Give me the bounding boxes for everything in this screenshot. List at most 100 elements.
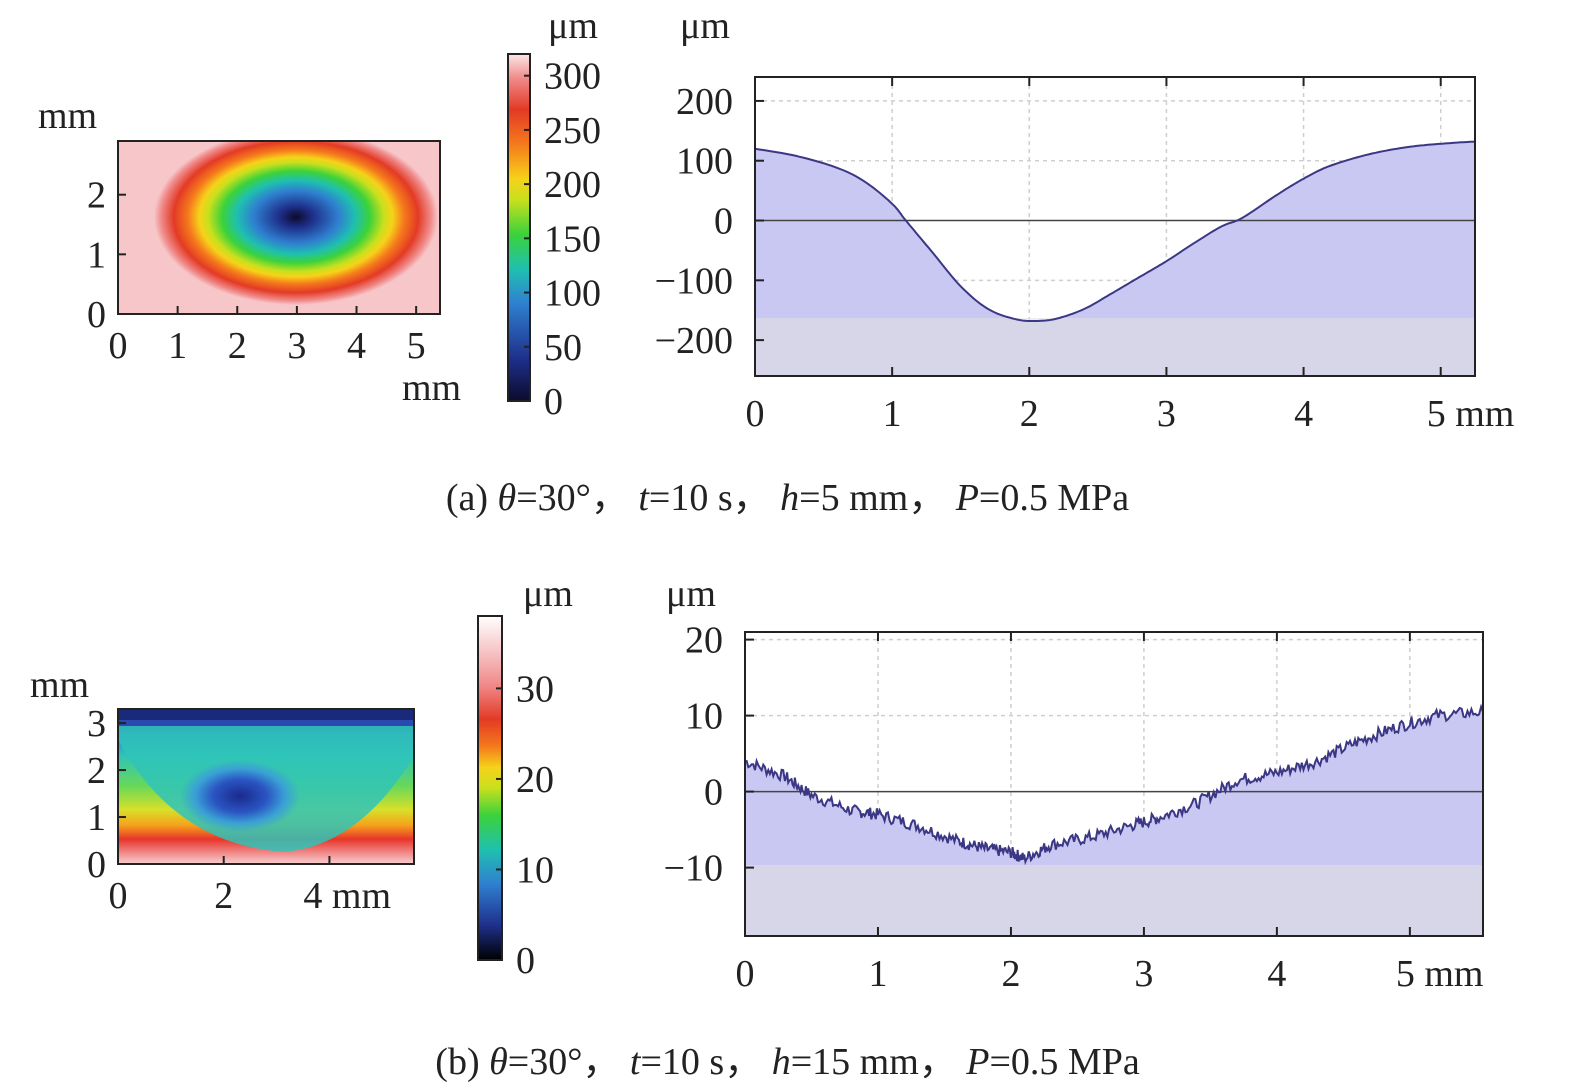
caption-b-theta: θ xyxy=(489,1041,508,1083)
profile-a-area xyxy=(755,141,1475,376)
heatmap-b-low-spot xyxy=(180,760,300,832)
heatmap-b-y-tick-label: 3 xyxy=(87,703,106,745)
profile-a-y-tick-label: 0 xyxy=(714,201,733,243)
colorbar-a xyxy=(507,53,531,402)
colorbar-a-tick-label: 150 xyxy=(544,218,601,260)
heatmap-a-y-tick-label: 2 xyxy=(87,175,106,217)
heatmap-b-y-tick-label: 0 xyxy=(87,844,106,886)
heatmap-b-y-unit: mm xyxy=(30,664,89,706)
colorbar-a-tick-label: 250 xyxy=(544,110,601,152)
caption-a-t: t xyxy=(638,477,649,519)
heatmap-a-x-tick-label: 3 xyxy=(287,325,306,367)
profile-a-y-tick-label: 200 xyxy=(676,81,733,123)
profile-b-y-unit: μm xyxy=(666,573,716,615)
caption-b-theta-val: =30°， xyxy=(507,1041,621,1083)
caption-b-t: t xyxy=(629,1041,641,1083)
heatmap-a-x-tick-label: 4 xyxy=(347,325,366,367)
heatmap-a-y-tick-label: 0 xyxy=(87,294,106,336)
profile-a-x-tick-label: 5 mm xyxy=(1427,393,1515,435)
colorbar-b-tick-label: 30 xyxy=(516,668,554,710)
heatmap-b-x-tick-label: 2 xyxy=(214,875,233,917)
profile-a-ticks: 0 1 2 3 4 5 mm 200 100 0 −100 −200 xyxy=(655,77,1515,435)
heatmap-a-x-tick-label: 1 xyxy=(168,325,187,367)
colorbar-a-tick-label: 0 xyxy=(544,381,563,423)
profile-b-x-tick-label: 1 xyxy=(868,953,887,995)
heatmap-a-x-tick-label: 5 xyxy=(407,325,426,367)
colorbar-b-unit: μm xyxy=(523,573,573,615)
caption-a-p: P xyxy=(955,477,979,519)
caption-b-h: h xyxy=(771,1041,791,1083)
profile-b-x-tick-label: 4 xyxy=(1267,953,1286,995)
colorbar-b xyxy=(477,615,503,961)
heatmap-b-x-tick-label: 0 xyxy=(109,875,128,917)
profile-a-y-tick-label: 100 xyxy=(676,141,733,183)
heatmap-b xyxy=(118,709,414,864)
heatmap-a-y-tick-label: 1 xyxy=(87,234,106,276)
caption-b: (b) θ=30°， t=10 s， h=15 mm， P=0.5 MPa xyxy=(0,1030,1575,1085)
profile-b-x-tick-label: 3 xyxy=(1134,953,1153,995)
profile-b-series-line xyxy=(745,703,1483,866)
profile-b-y-tick-label: 10 xyxy=(685,696,723,738)
caption-a-p-val: =0.5 MPa xyxy=(978,477,1130,519)
profile-a-bottom-band xyxy=(755,318,1475,376)
heatmap-a-x-tick-label: 0 xyxy=(109,325,128,367)
caption-b-label: (b) xyxy=(435,1041,490,1083)
profile-b-x-tick-label: 5 mm xyxy=(1396,953,1484,995)
profile-b-y-tick-label: 20 xyxy=(685,620,723,662)
heatmap-b-frame xyxy=(117,708,415,865)
profile-a-x-tick-label: 3 xyxy=(1157,393,1176,435)
colorbar-a-ticks: 300 250 200 150 100 50 0 xyxy=(524,56,601,423)
profile-b-x-tick-label: 0 xyxy=(736,953,755,995)
heatmap-b-y-tick-label: 2 xyxy=(87,750,106,792)
heatmap-a-y-unit: mm xyxy=(38,95,97,137)
heatmap-a-x-tick-label: 2 xyxy=(228,325,247,367)
profile-b-ticks: 0 1 2 3 4 5 mm 20 10 0 −10 xyxy=(664,620,1484,995)
caption-a-label: (a) xyxy=(445,477,498,519)
colorbar-a-tick-label: 300 xyxy=(544,56,601,98)
profile-b-x-tick-label: 2 xyxy=(1001,953,1020,995)
profile-a-x-tick-label: 4 xyxy=(1294,393,1313,435)
profile-b-frame xyxy=(744,631,1484,937)
heatmap-a-x-unit: mm xyxy=(402,367,461,409)
heatmap-b-top-band-2 xyxy=(118,720,414,726)
caption-b-t-val: =10 s， xyxy=(640,1041,763,1083)
caption-a-h: h xyxy=(780,477,800,519)
caption-a-theta: θ xyxy=(497,477,517,519)
heatmap-a xyxy=(118,141,440,314)
caption-a-theta-val: =30°， xyxy=(516,477,629,519)
profile-a-x-tick-label: 1 xyxy=(883,393,902,435)
caption-b-p-val: =0.5 MPa xyxy=(989,1041,1140,1083)
colorbar-a-tick-label: 50 xyxy=(544,327,582,369)
caption-a-t-val: =10 s， xyxy=(648,477,771,519)
profile-a-x-tick-label: 2 xyxy=(1020,393,1039,435)
profile-b-y-tick-label: −10 xyxy=(664,848,723,890)
caption-b-h-val: =15 mm， xyxy=(790,1041,957,1083)
colorbar-b-tick-label: 10 xyxy=(516,849,554,891)
profile-a-y-unit: μm xyxy=(680,5,730,47)
colorbar-b-tick-label: 20 xyxy=(516,759,554,801)
colorbar-a-tick-label: 100 xyxy=(544,273,601,315)
profile-a-series-line xyxy=(755,140,1475,322)
heatmap-a-frame xyxy=(117,140,441,315)
caption-b-p: P xyxy=(966,1041,990,1083)
heatmap-a-crater xyxy=(154,141,438,305)
profile-b-bottom-band xyxy=(745,865,1483,936)
profile-a-y-tick-label: −200 xyxy=(655,320,733,362)
caption-a-h-val: =5 mm， xyxy=(799,477,947,519)
colorbar-b-ticks: 30 20 10 0 xyxy=(496,668,554,982)
profile-b-y-tick-label: 0 xyxy=(704,772,723,814)
profile-a-y-tick-label: −100 xyxy=(655,260,733,302)
profile-a-frame xyxy=(754,76,1476,377)
heatmap-b-y-tick-label: 1 xyxy=(87,797,106,839)
profile-a-x-tick-label: 0 xyxy=(746,393,765,435)
colorbar-a-unit: μm xyxy=(548,5,598,47)
heatmap-b-top-band xyxy=(118,709,414,720)
colorbar-b-tick-label: 0 xyxy=(516,940,535,982)
heatmap-b-x-tick-label: 4 mm xyxy=(303,875,391,917)
